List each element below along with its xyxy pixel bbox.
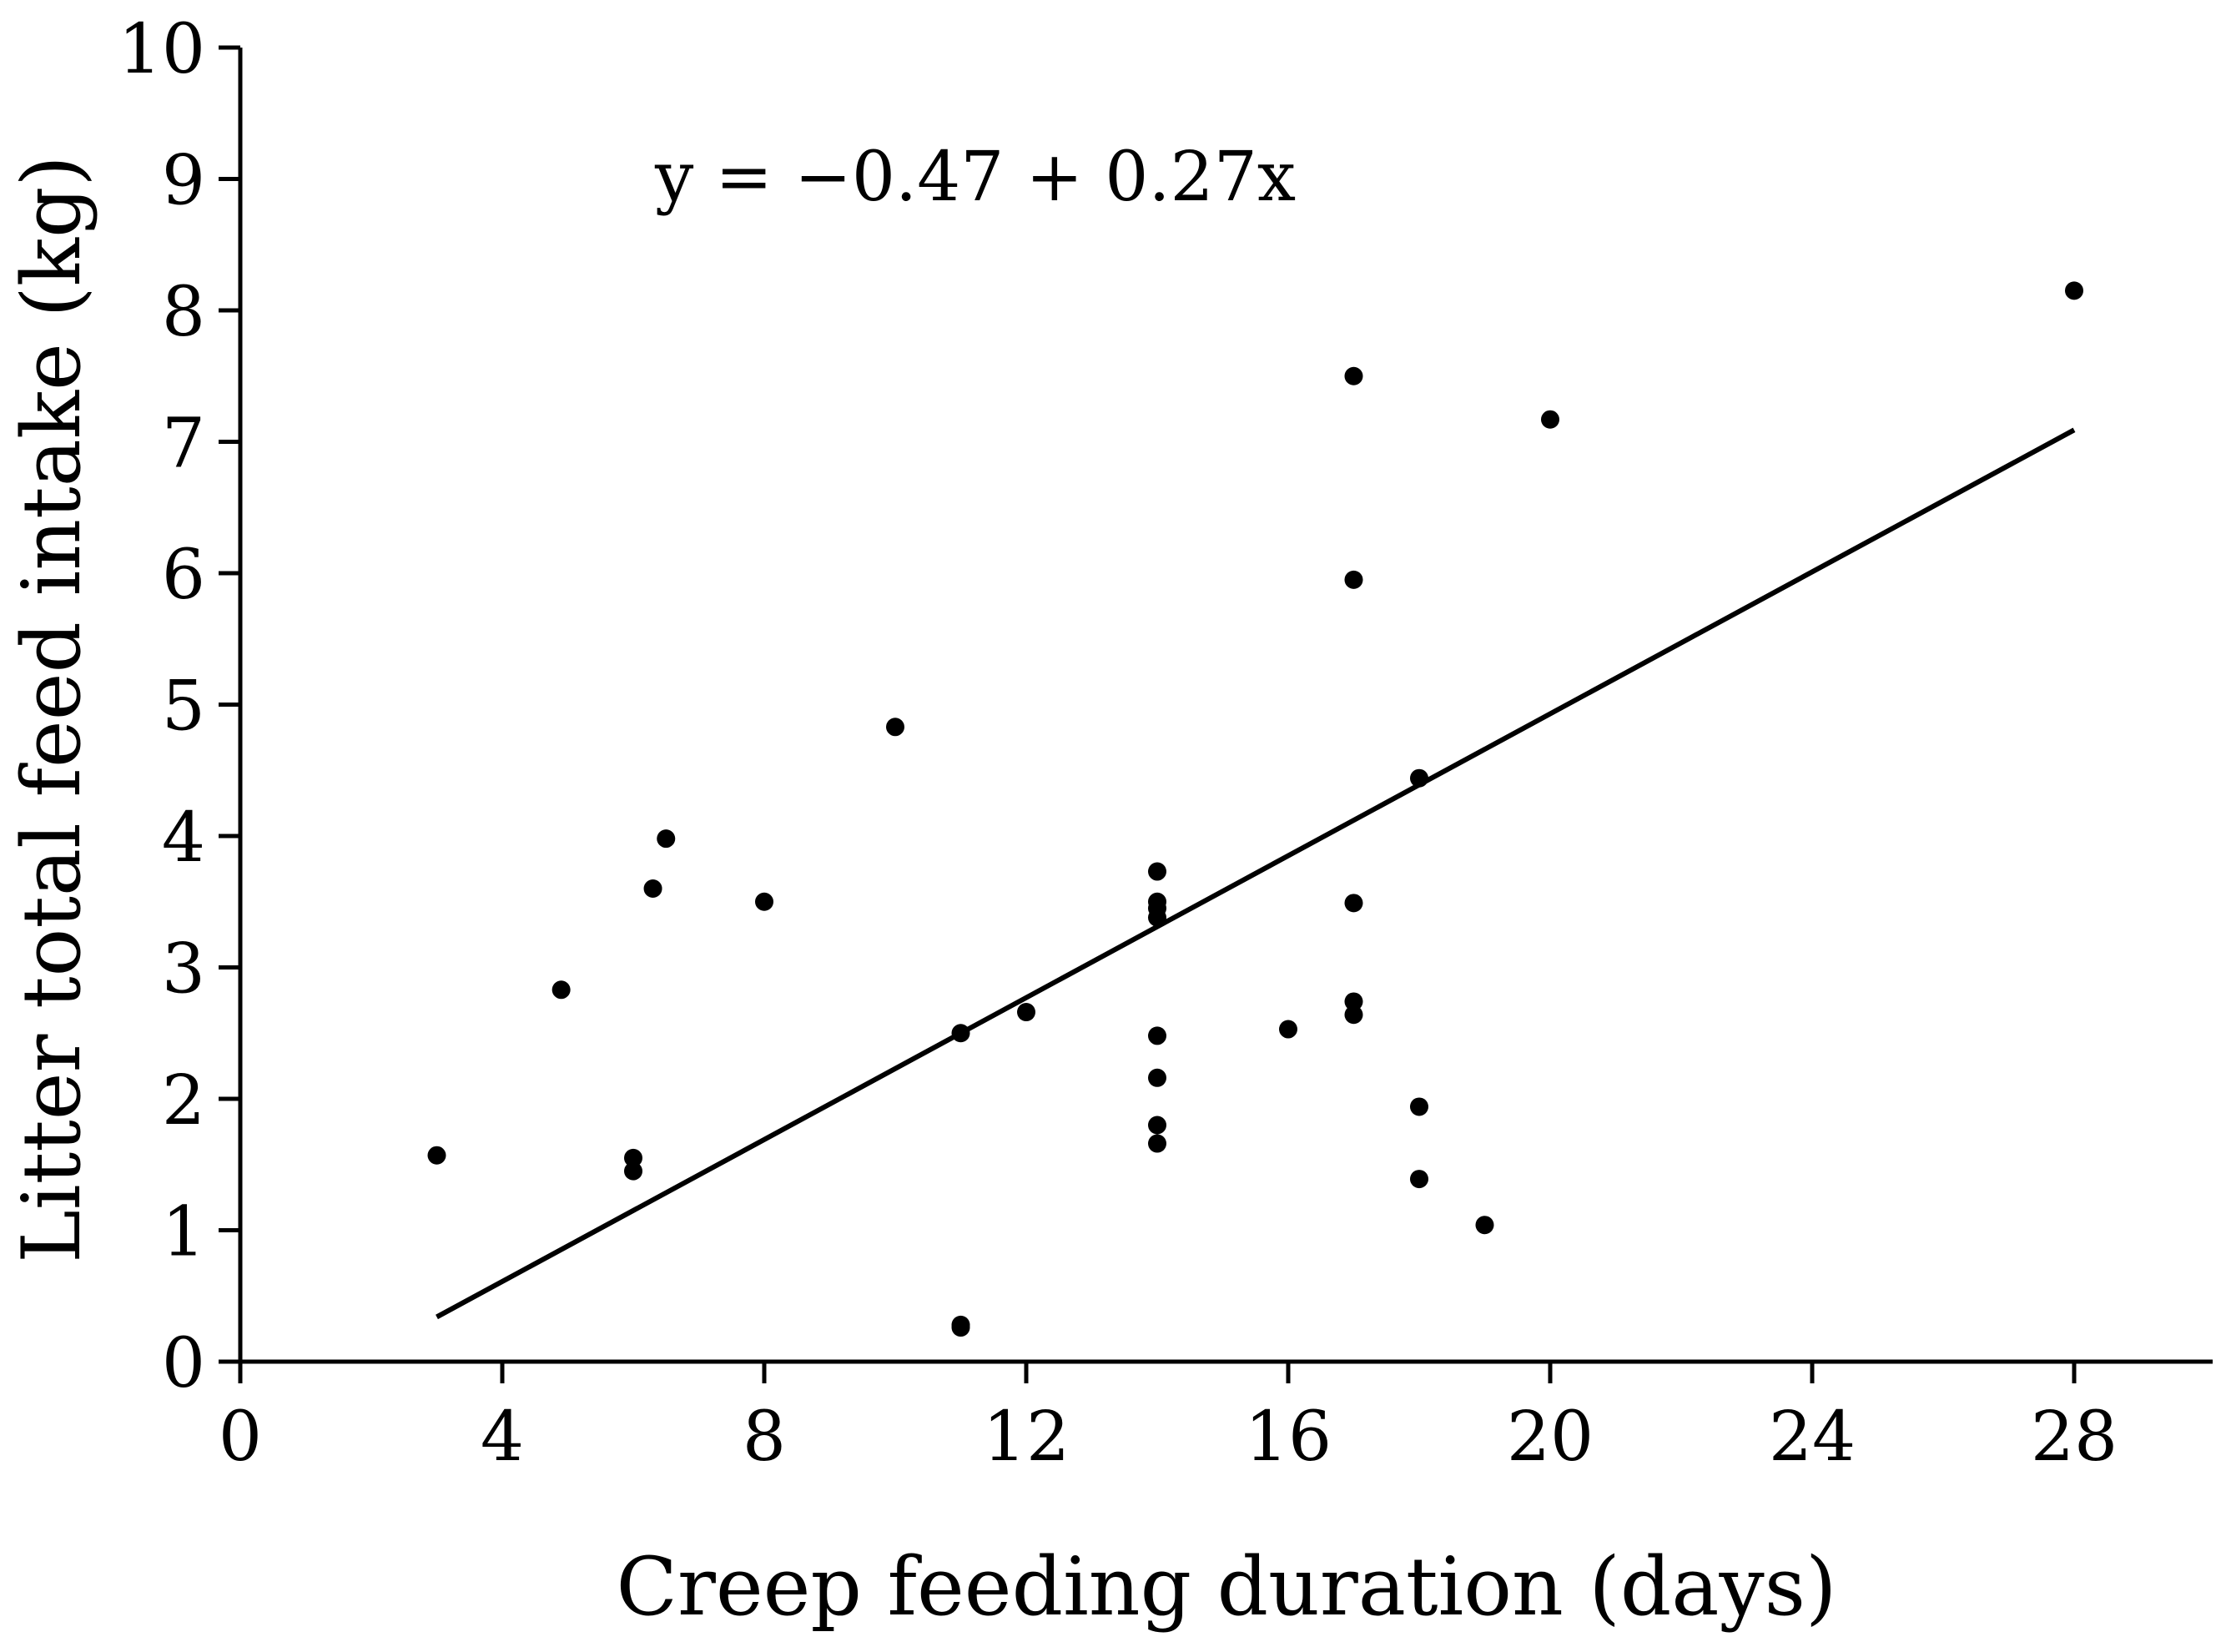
data-point	[1410, 1170, 1428, 1189]
y-tick-label: 0	[162, 1324, 205, 1403]
y-tick-label: 3	[162, 930, 205, 1010]
data-point	[1344, 570, 1363, 589]
x-tick-label: 4	[481, 1398, 524, 1477]
y-tick-label: 2	[162, 1061, 205, 1141]
regression-line	[436, 427, 2076, 1320]
x-tick-label: 8	[743, 1398, 786, 1477]
data-point	[1148, 1134, 1166, 1153]
data-point	[643, 879, 662, 898]
data-point	[1344, 1005, 1363, 1025]
y-tick-label: 5	[162, 667, 205, 747]
data-point	[951, 1318, 970, 1337]
data-point	[427, 1146, 446, 1165]
data-points	[427, 281, 2083, 1337]
regression-equation: y = −0.47 + 0.27x	[654, 138, 1296, 217]
y-tick-label: 6	[162, 536, 205, 615]
data-point	[551, 980, 571, 1000]
axes	[238, 48, 2213, 1364]
data-point	[2065, 281, 2083, 300]
y-tick-label: 7	[162, 405, 205, 484]
data-point	[1475, 1216, 1494, 1235]
data-point	[657, 829, 676, 849]
data-point	[1541, 410, 1559, 429]
regression-line-group	[436, 427, 2076, 1320]
x-tick-label: 24	[1769, 1398, 1856, 1477]
data-point	[1017, 1003, 1035, 1022]
data-point	[951, 1024, 970, 1043]
data-point	[624, 1161, 642, 1181]
y-tick-label: 9	[162, 142, 205, 221]
x-axis-title: Creep feeding duration (days)	[617, 1540, 1837, 1634]
data-point	[1148, 862, 1166, 881]
data-point	[1148, 1116, 1166, 1135]
x-tick-label: 20	[1507, 1398, 1594, 1477]
data-point	[1344, 894, 1363, 913]
y-tick-label: 1	[162, 1193, 205, 1272]
y-axis-title: Litter total feed intake (kg)	[5, 155, 98, 1263]
y-tick-label: 10	[118, 10, 205, 89]
data-point	[755, 892, 773, 911]
y-tick-label: 4	[162, 798, 205, 878]
data-point	[1344, 366, 1363, 385]
x-tick-label: 12	[983, 1398, 1070, 1477]
data-point	[1410, 768, 1428, 788]
data-point	[1279, 1020, 1297, 1039]
data-point	[624, 1148, 642, 1167]
data-point	[1148, 908, 1166, 927]
data-point	[886, 718, 904, 737]
x-tick-label: 28	[2031, 1398, 2118, 1477]
data-point	[1148, 1026, 1166, 1045]
x-tick-label: 0	[219, 1398, 262, 1477]
y-tick-label: 8	[162, 273, 205, 352]
data-point	[1148, 1068, 1166, 1087]
x-tick-label: 16	[1245, 1398, 1332, 1477]
data-point	[1344, 992, 1363, 1011]
data-point	[1410, 1097, 1428, 1116]
